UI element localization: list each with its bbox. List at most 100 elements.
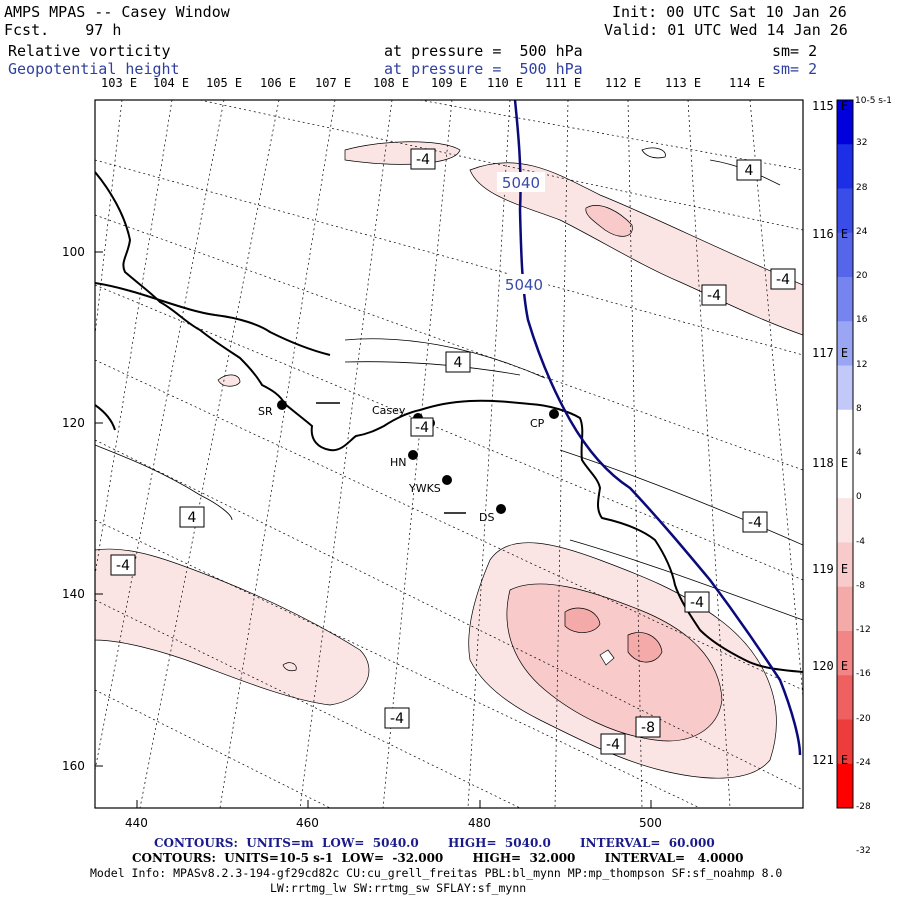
x-tick-label: 500 <box>639 816 662 830</box>
contour-label: 4 <box>745 163 754 179</box>
station-marker-hn <box>408 450 418 460</box>
colorbar-tick-label: -28 <box>856 802 871 812</box>
y-tick-label: 120 <box>62 416 85 430</box>
colorbar <box>837 100 853 809</box>
contour-label: -4 <box>116 558 130 574</box>
colorbar-swatch <box>837 719 853 765</box>
contour-label: -4 <box>390 711 404 727</box>
colorbar-tick-label: -20 <box>856 713 871 724</box>
field2-smooth: sm= 2 <box>772 60 818 78</box>
lon-label-right: 115 E <box>812 99 849 113</box>
vort-region <box>585 205 633 237</box>
height-label: 5040 <box>502 174 540 192</box>
forecast-hour: Fcst. 97 h <box>4 21 122 39</box>
colorbar-tick-label: -24 <box>856 757 871 768</box>
colorbar-swatch <box>837 365 853 411</box>
colorbar-tick-label: 4 <box>856 448 862 458</box>
vort-region <box>599 649 615 666</box>
vorticity-shading <box>95 141 803 779</box>
colorbar-unit: 10-5 s-1 <box>855 96 892 106</box>
vort-contour <box>569 539 803 621</box>
colorbar-tick-label: -12 <box>856 625 871 635</box>
lon-label: 104 E <box>153 76 190 90</box>
lon-label-right: 118 E <box>812 456 849 470</box>
contour-label: 4 <box>454 355 463 371</box>
field1-pressure: at pressure = 500 hPa <box>384 42 583 60</box>
colorbar-swatch <box>837 454 853 499</box>
colorbar-swatch <box>837 542 853 588</box>
vort-region <box>282 662 297 672</box>
init-time: Init: 00 UTC Sat 10 Jan 26 <box>612 3 847 21</box>
contour-label: 4 <box>188 510 197 526</box>
contour-label: -8 <box>641 720 655 736</box>
colorbar-tick-label: 28 <box>856 182 868 193</box>
colorbar-swatch <box>837 321 853 366</box>
station-label-sr: SR <box>258 405 273 418</box>
x-tick-label: 460 <box>296 816 319 830</box>
lon-label-right: 120 E <box>812 659 849 673</box>
colorbar-tick-label: 20 <box>856 271 868 281</box>
contour-label: -4 <box>690 595 704 611</box>
field2-name: Geopotential height <box>8 60 180 78</box>
station-label-ds: DS <box>479 511 494 524</box>
colorbar-swatch <box>837 277 853 322</box>
vort-region <box>95 548 370 706</box>
field1-name: Relative vorticity <box>8 42 171 60</box>
x-tick-label: 440 <box>125 816 148 830</box>
colorbar-swatch <box>837 409 853 455</box>
colorbar-swatch <box>837 586 853 632</box>
lon-label: 103 E <box>101 76 138 90</box>
colorbar-tick-label: 24 <box>856 226 868 237</box>
colorbar-tick-label: -32 <box>856 846 871 857</box>
y-tick-label: 140 <box>62 587 85 601</box>
lon-label: 112 E <box>605 76 642 90</box>
contour-label: -4 <box>707 288 721 304</box>
contour-label: -4 <box>415 420 429 436</box>
colorbar-tick-label: -8 <box>856 580 865 591</box>
contour-label: -4 <box>776 272 790 288</box>
colorbar-tick-label: 12 <box>856 359 868 370</box>
y-tick-label: 160 <box>62 759 85 773</box>
station-label-hn: HN <box>390 456 407 469</box>
station-label-cp: CP <box>530 417 545 430</box>
station-labels: SR Casey CP HN YWKS DS <box>258 404 545 524</box>
lon-label-right: 117 E <box>812 346 849 360</box>
height-labels: 5040 5040 <box>497 172 548 294</box>
lon-label: 110 E <box>487 76 524 90</box>
colorbar-frame <box>836 99 854 809</box>
station-marker-sr <box>277 400 287 410</box>
station-markers <box>277 400 559 514</box>
lon-label: 109 E <box>431 76 468 90</box>
colorbar-tick-label: 0 <box>856 492 862 503</box>
footer-physics: LW:rrtmg_lw SW:rrtmg_sw SFLAY:sf_mynn <box>270 881 527 895</box>
contour-label: -4 <box>606 737 620 753</box>
colorbar-swatch <box>837 498 853 543</box>
field2-pressure: at pressure = 500 hPa <box>384 60 583 78</box>
colorbar-tick-label: 32 <box>856 138 868 149</box>
colorbar-swatch <box>837 232 853 278</box>
lon-label: 107 E <box>315 76 352 90</box>
axis-ticks <box>95 251 652 808</box>
colorbar-tick-label: -16 <box>856 669 871 680</box>
x-tick-label: 480 <box>468 816 491 830</box>
lon-label: 105 E <box>206 76 243 90</box>
field1-smooth: sm= 2 <box>772 42 818 60</box>
coastline <box>95 171 803 673</box>
lon-label-right: 116 E <box>812 227 849 241</box>
vort-contour <box>95 444 233 521</box>
footer-contours-vorticity: CONTOURS: UNITS=10-5 s-1 LOW= -32.000 HI… <box>132 851 744 865</box>
vort-region <box>217 374 241 387</box>
lon-label-right: 121 E <box>812 753 849 767</box>
station-label-casey: Casey <box>372 404 406 417</box>
vort-region <box>506 583 723 742</box>
station-marker-cp <box>549 409 559 419</box>
contour-label: -4 <box>416 152 430 168</box>
y-tick-label: 100 <box>62 245 85 259</box>
vort-contour <box>344 338 546 379</box>
lon-label: 114 E <box>729 76 766 90</box>
colorbar-swatch <box>837 631 853 676</box>
height-label: 5040 <box>505 276 543 294</box>
height-contour-5040 <box>513 100 802 756</box>
map-title: AMPS MPAS -- Casey Window <box>4 3 230 21</box>
footer-contours-height: CONTOURS: UNITS=m LOW= 5040.0 HIGH= 5040… <box>154 836 715 850</box>
